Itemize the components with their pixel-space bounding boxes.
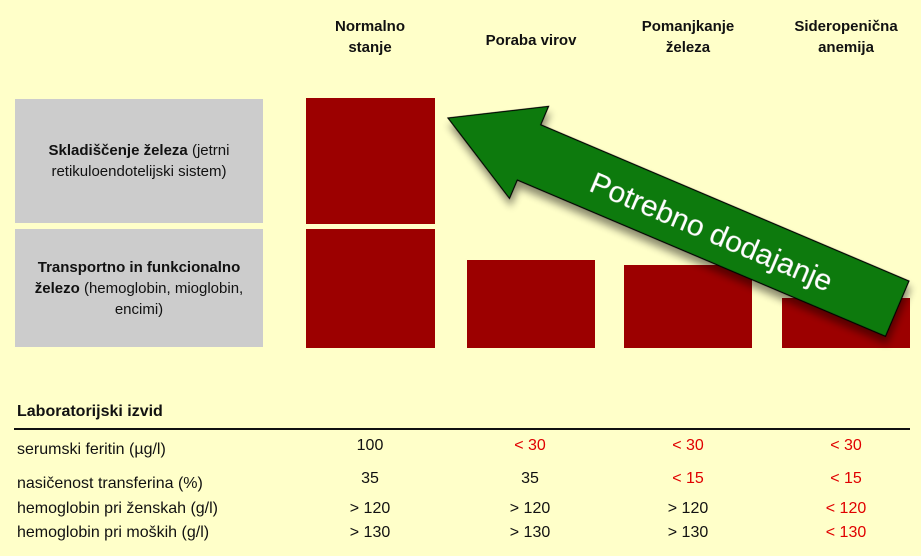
- column-header-line: anemija: [818, 39, 874, 56]
- row-label-text: retikuloendotelijski sistem): [51, 163, 227, 180]
- lab-divider: [14, 428, 910, 430]
- row-label-text: (hemoglobin, mioglobin,: [79, 279, 244, 297]
- lab-value: > 120: [349, 500, 391, 517]
- lab-value: > 120: [667, 500, 709, 517]
- lab-value: < 30: [672, 437, 704, 454]
- column-header-depletion: Poraba virov: [456, 30, 606, 51]
- lab-value: 100: [356, 437, 384, 454]
- column-header-normal: Normalno stanje: [295, 16, 445, 58]
- lab-value: > 130: [509, 524, 551, 541]
- column-header-line: Sideropenična: [794, 18, 898, 35]
- bar-transport: [624, 264, 752, 348]
- column-header-line: Normalno: [334, 18, 405, 35]
- lab-value: 35: [361, 470, 379, 487]
- column-header-anemia: Sideropenična anemija: [771, 16, 921, 58]
- lab-row-name: nasičenost transferina (%): [17, 475, 203, 492]
- bar-storage: [306, 98, 435, 224]
- lab-title: Laboratorijski izvid: [17, 403, 163, 420]
- lab-row-name: hemoglobin pri ženskah (g/l): [17, 500, 218, 517]
- column-header-line: Poraba virov: [485, 32, 577, 49]
- lab-value: < 30: [830, 437, 862, 454]
- lab-value: 35: [521, 470, 539, 487]
- row-label-text: encimi): [114, 300, 164, 318]
- lab-value: > 130: [667, 524, 709, 541]
- row-label-bold: Skladiščenje železa: [48, 142, 188, 159]
- row-label-transport: Transportno in funkcionalno železo (hemo…: [15, 229, 263, 347]
- lab-value: < 15: [830, 470, 862, 487]
- row-label-bold: Transportno in funkcionalno: [37, 258, 241, 276]
- row-label-storage: Skladiščenje železa (jetrni retikuloendo…: [15, 99, 263, 223]
- column-header-deficiency: Pomanjkanje železa: [613, 16, 763, 58]
- column-header-line: stanje: [348, 39, 392, 56]
- lab-row-name: serumski feritin (µg/l): [17, 441, 166, 458]
- bar-transport: [306, 229, 435, 348]
- lab-value: < 15: [672, 470, 704, 487]
- column-header-line: Pomanjkanje: [641, 18, 735, 35]
- lab-value: < 30: [514, 437, 546, 454]
- row-label-bold: železo: [34, 279, 80, 297]
- arrow-label: Potrebno dodajanje: [585, 166, 837, 298]
- row-label-text: (jetrni: [187, 142, 230, 159]
- column-header-line: železa: [665, 39, 711, 56]
- lab-value: > 120: [509, 500, 551, 517]
- lab-value: < 120: [825, 500, 867, 517]
- lab-value: < 130: [825, 524, 867, 541]
- lab-value: > 130: [349, 524, 391, 541]
- arrow-shape: [446, 105, 910, 338]
- lab-row-name: hemoglobin pri moških (g/l): [17, 524, 210, 541]
- bar-transport: [467, 259, 595, 348]
